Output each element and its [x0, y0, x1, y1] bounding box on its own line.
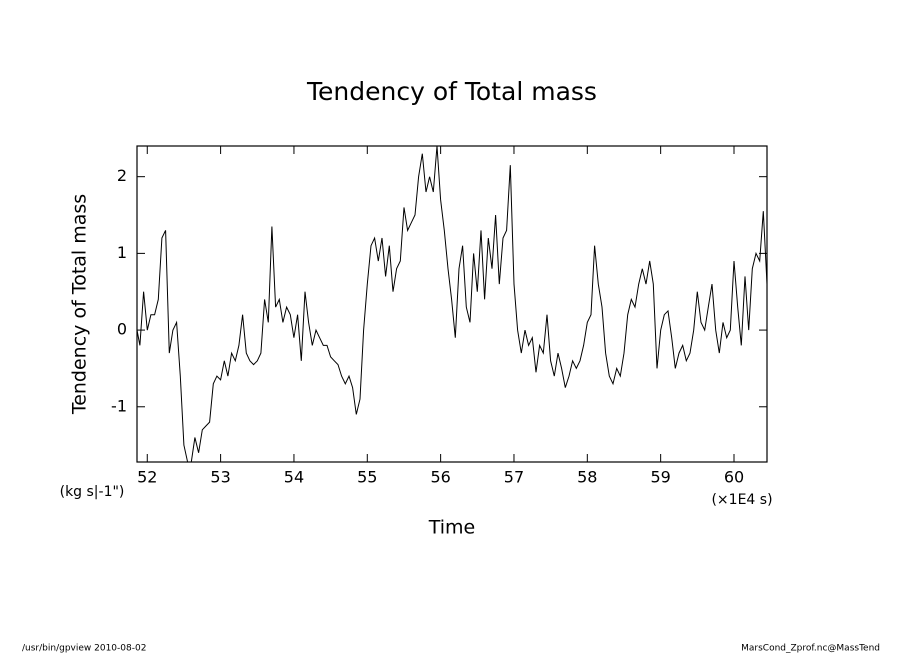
chart-title: Tendency of Total mass: [306, 77, 597, 106]
x-tick-label: 57: [504, 468, 524, 487]
footer-left: /usr/bin/gpview 2010-08-02: [22, 644, 146, 654]
y-tick-label: -1: [111, 396, 127, 415]
x-axis-unit: (×1E4 s): [711, 492, 772, 508]
x-axis-label: Time: [428, 517, 476, 539]
x-tick-label: 52: [137, 468, 157, 487]
x-tick-label: 55: [357, 468, 377, 487]
y-tick-label: 0: [117, 320, 127, 339]
y-tick-label: 2: [117, 166, 127, 185]
y-axis-label: Tendency of Total mass: [69, 194, 91, 415]
x-tick-label: 54: [284, 468, 304, 487]
x-tick-label: 58: [577, 468, 597, 487]
x-tick-label: 53: [210, 468, 230, 487]
y-axis-unit: (kg s|-1"): [60, 484, 125, 500]
y-tick-label: 1: [117, 243, 127, 262]
data-line: [136, 145, 768, 463]
x-tick-label: 56: [430, 468, 450, 487]
footer-right: MarsCond_Zprof.nc@MassTend: [741, 644, 880, 654]
x-tick-label: 60: [724, 468, 744, 487]
plot-frame: [136, 145, 768, 463]
x-tick-label: 59: [650, 468, 670, 487]
